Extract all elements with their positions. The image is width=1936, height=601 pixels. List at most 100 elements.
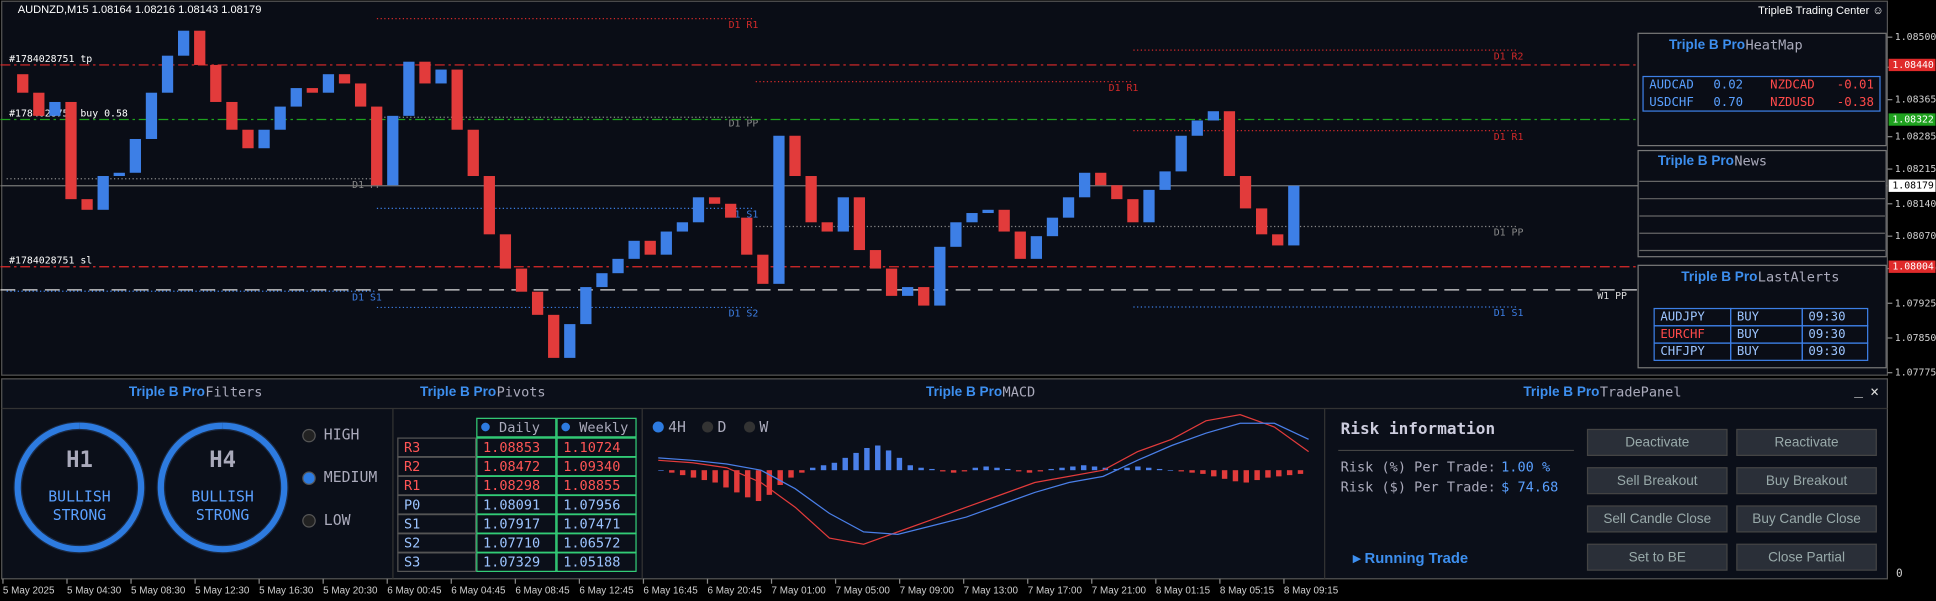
pivot-value: R2 xyxy=(404,459,420,475)
macd-bar xyxy=(842,457,848,471)
candle xyxy=(49,101,61,116)
button[interactable] xyxy=(1586,505,1728,533)
y-tick-label: 1.07925 xyxy=(1895,298,1936,309)
radio[interactable] xyxy=(302,513,316,528)
axis-label: 0 xyxy=(1896,567,1903,580)
candle xyxy=(1223,111,1236,177)
candle xyxy=(113,172,125,177)
y-tick-label: 1.08500 xyxy=(1895,32,1936,43)
candle xyxy=(1288,185,1300,246)
button[interactable] xyxy=(1736,505,1877,533)
candle xyxy=(515,268,528,292)
candle xyxy=(1272,234,1284,246)
candle xyxy=(1255,208,1268,235)
macd-bar xyxy=(1048,468,1054,471)
candle xyxy=(741,217,753,255)
pivot-cell xyxy=(556,552,637,572)
macd-bar xyxy=(994,467,1000,471)
macd-bar xyxy=(885,450,892,471)
panel-title: Filters xyxy=(205,384,262,400)
button-label[interactable]: Set to BE xyxy=(1629,549,1686,564)
radio-label: HIGH xyxy=(324,427,360,444)
pivot-value: R1 xyxy=(404,478,420,494)
macd-bar xyxy=(1178,470,1184,472)
alert-text: CHFJPY xyxy=(1660,344,1705,358)
macd-bar xyxy=(972,467,979,471)
candle xyxy=(435,69,447,84)
x-tick-label: 6 May 04:45 xyxy=(451,586,506,597)
macd-bar xyxy=(658,470,664,471)
button[interactable] xyxy=(1586,428,1728,456)
panel-title: TradePanel xyxy=(1600,384,1682,400)
candle xyxy=(1014,231,1026,259)
pivot-value: 1.08091 xyxy=(483,497,540,513)
radio-label: MEDIUM xyxy=(324,469,378,486)
candle xyxy=(499,234,512,269)
panel-title: HeatMap xyxy=(1745,38,1802,54)
pivot-cell xyxy=(397,552,477,572)
gauge-strength: STRONG xyxy=(53,507,106,524)
heatmap-cell: NZDUSD xyxy=(1770,95,1815,109)
radio[interactable] xyxy=(302,471,316,485)
minimize[interactable]: _ xyxy=(1854,381,1863,398)
trade-tag xyxy=(1888,260,1936,273)
candle xyxy=(757,254,769,284)
button-label[interactable]: Deactivate xyxy=(1625,435,1689,450)
x-tick-label: 7 May 21:00 xyxy=(1092,586,1147,597)
macd-line xyxy=(658,422,1309,535)
button-label[interactable]: Sell Breakout xyxy=(1617,473,1698,488)
pivot-value: P0 xyxy=(404,497,420,513)
pivot-label: D1 R1 xyxy=(729,20,759,31)
radio[interactable] xyxy=(702,421,714,433)
button-label[interactable]: Buy Breakout xyxy=(1766,473,1848,488)
alert-text: AUDJPY xyxy=(1660,310,1705,324)
symbol-info: AUDNZD,M15 1.08164 1.08216 1.08143 1.081… xyxy=(18,4,262,16)
macd-bar xyxy=(723,470,729,488)
x-tick-label: 7 May 09:00 xyxy=(900,586,955,597)
macd-bar xyxy=(712,470,718,483)
button[interactable] xyxy=(1736,467,1877,495)
button-label[interactable]: Sell Candle Close xyxy=(1603,511,1711,526)
radio[interactable] xyxy=(561,422,571,432)
button[interactable] xyxy=(1736,428,1877,456)
radio[interactable] xyxy=(481,422,490,432)
button[interactable] xyxy=(1736,543,1877,571)
x-tick-label: 7 May 17:00 xyxy=(1028,586,1083,597)
x-tick-label: 8 May 05:15 xyxy=(1220,586,1275,597)
radio[interactable] xyxy=(302,428,316,443)
macd-bar xyxy=(831,462,838,471)
radio[interactable] xyxy=(744,421,756,433)
gauge-state: BULLISH xyxy=(48,488,110,505)
close[interactable]: × xyxy=(1870,383,1879,400)
candle xyxy=(805,176,817,223)
candle xyxy=(403,61,415,116)
candle xyxy=(258,129,270,149)
candle xyxy=(564,324,576,358)
candle xyxy=(837,197,849,232)
panel-brand: Triple B Pro xyxy=(129,384,205,399)
table xyxy=(1642,75,1881,112)
macd-bar xyxy=(1243,470,1249,483)
pivot-col: Weekly xyxy=(579,420,628,436)
candle xyxy=(773,135,785,284)
alert-cell xyxy=(1801,342,1869,361)
bottom-panel xyxy=(1,378,1889,580)
button[interactable] xyxy=(1586,543,1728,571)
y-tick-label: 1.08285 xyxy=(1895,132,1936,143)
button-label[interactable]: Reactivate xyxy=(1775,435,1839,450)
panel-brand: Triple B Pro xyxy=(926,384,1002,399)
x-tick-label: 6 May 20:45 xyxy=(707,586,762,597)
x-tick-label: 5 May 20:30 xyxy=(323,586,378,597)
macd-bar xyxy=(1265,470,1271,478)
trade-tag-label: 1.08322 xyxy=(1892,115,1934,126)
y-tick-label: 1.08140 xyxy=(1895,199,1936,210)
button-label[interactable]: Close Partial xyxy=(1768,549,1845,564)
brand: TripleB Trading Center ☺ xyxy=(1758,5,1884,17)
button[interactable] xyxy=(1586,467,1728,495)
pivot-value: S2 xyxy=(404,536,420,552)
candle xyxy=(306,88,318,93)
button-label[interactable]: Buy Candle Close xyxy=(1752,511,1861,526)
radio[interactable] xyxy=(652,421,664,433)
candle xyxy=(65,101,77,200)
candle xyxy=(676,222,689,232)
